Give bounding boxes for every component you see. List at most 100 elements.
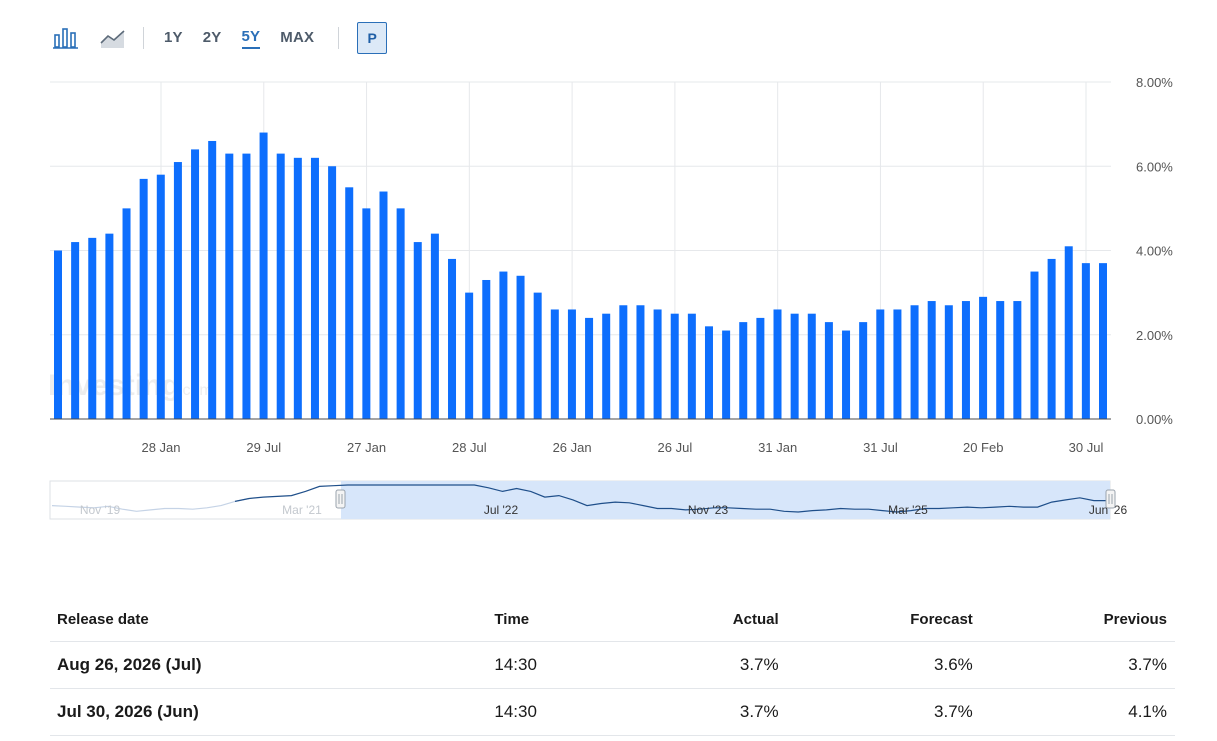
navigator-left-handle[interactable] bbox=[335, 489, 346, 509]
bar bbox=[293, 157, 302, 419]
y-tick-label: 6.00% bbox=[1136, 159, 1173, 174]
navigator-label: Nov '23 bbox=[688, 503, 729, 517]
header-previous[interactable]: Previous bbox=[972, 597, 1175, 642]
forecast-cell: 3.7% bbox=[778, 688, 973, 736]
bar bbox=[687, 313, 696, 419]
bar bbox=[944, 305, 953, 419]
bar bbox=[893, 309, 902, 419]
x-tick-label: 28 Jan bbox=[141, 440, 180, 455]
bar bbox=[276, 153, 285, 420]
bar bbox=[824, 322, 833, 419]
bar bbox=[996, 301, 1005, 419]
bar bbox=[328, 166, 337, 419]
actual-cell: 3.7% bbox=[674, 641, 779, 689]
table-row: Jul 30, 2026 (Jun) 14:30 3.7% 3.7% 4.1% bbox=[50, 688, 1175, 736]
x-tick-label: 27 Jan bbox=[347, 440, 386, 455]
y-tick-label: 0.00% bbox=[1136, 412, 1173, 427]
bar bbox=[499, 271, 508, 419]
forecast-cell: 3.6% bbox=[778, 641, 973, 689]
navigator-label: Jun '26 bbox=[1089, 503, 1128, 517]
header-forecast[interactable]: Forecast bbox=[778, 597, 973, 642]
bar bbox=[191, 149, 200, 419]
x-axis: 28 Jan 29 Jul 27 Jan 28 Jul 26 Jan 26 Jul 31 J… bbox=[141, 440, 1103, 455]
bar bbox=[139, 178, 148, 419]
x-tick-label: 31 Jan bbox=[758, 440, 797, 455]
range-navigator[interactable]: Nov '19 Mar '21 Jul '22 Nov '23 Mar '25 Jun '… bbox=[49, 480, 1128, 520]
bar bbox=[567, 309, 576, 419]
navigator-label: Nov '19 bbox=[80, 503, 121, 517]
bar bbox=[979, 296, 988, 419]
bar bbox=[1047, 258, 1056, 419]
release-date-cell: Aug 26, 2026 (Jul) bbox=[50, 641, 495, 689]
bar bbox=[310, 157, 319, 419]
range-1y-button[interactable]: 1Y bbox=[164, 28, 183, 46]
bar bbox=[1064, 246, 1073, 419]
bar bbox=[670, 313, 679, 419]
bar bbox=[225, 153, 234, 420]
bar bbox=[430, 233, 439, 419]
navigator-label: Jul '22 bbox=[484, 503, 519, 517]
release-date-cell: Jul 30, 2026 (Jun) bbox=[50, 688, 495, 736]
bar bbox=[876, 309, 885, 419]
navigator-selection[interactable] bbox=[341, 481, 1110, 519]
bar bbox=[585, 317, 594, 419]
bar bbox=[54, 250, 62, 419]
bar bbox=[122, 208, 131, 419]
bar bbox=[173, 162, 182, 419]
bar bbox=[1081, 263, 1090, 419]
x-tick-label: 20 Feb bbox=[963, 440, 1003, 455]
bar bbox=[773, 309, 782, 419]
bar bbox=[71, 242, 80, 419]
bar bbox=[602, 313, 611, 419]
time-cell: 14:30 bbox=[494, 688, 675, 736]
time-cell: 14:30 bbox=[494, 641, 675, 689]
range-2y-button[interactable]: 2Y bbox=[202, 28, 222, 46]
toolbar-divider bbox=[143, 27, 144, 49]
navigator-line-selected bbox=[234, 484, 1108, 513]
p-toggle-button[interactable]: P bbox=[357, 22, 388, 54]
y-axis: 8.00% 6.00% 4.00% 2.00% 0.00% bbox=[1136, 75, 1173, 427]
bar bbox=[448, 258, 457, 419]
chart-bars bbox=[54, 132, 1107, 420]
bar bbox=[345, 187, 354, 419]
header-actual[interactable]: Actual bbox=[674, 597, 779, 642]
bar bbox=[636, 305, 645, 419]
navigator-right-handle[interactable] bbox=[1105, 489, 1116, 509]
bar bbox=[1030, 271, 1039, 419]
bar bbox=[704, 326, 713, 419]
bar bbox=[105, 233, 114, 419]
x-tick-label: 30 Jul bbox=[1069, 440, 1104, 455]
previous-cell: 4.1% bbox=[972, 688, 1175, 736]
bar bbox=[859, 322, 868, 419]
header-time[interactable]: Time bbox=[494, 597, 675, 642]
bar bbox=[961, 301, 970, 419]
bar bbox=[739, 322, 748, 419]
x-tick-label: 28 Jul bbox=[452, 440, 487, 455]
bar bbox=[807, 313, 816, 419]
actual-cell: 3.7% bbox=[674, 688, 779, 736]
bar bbox=[1013, 301, 1022, 419]
bar bbox=[396, 208, 405, 419]
bar bbox=[379, 191, 388, 419]
line-chart-icon[interactable] bbox=[97, 22, 129, 54]
y-tick-label: 8.00% bbox=[1136, 75, 1173, 90]
bar bbox=[653, 309, 662, 419]
navigator-label: Mar '21 bbox=[282, 503, 322, 517]
header-release-date[interactable]: Release date bbox=[50, 597, 495, 642]
bar bbox=[242, 153, 251, 420]
range-5y-button[interactable]: 5Y bbox=[241, 28, 261, 49]
chart-toolbar: 1Y 2Y 5Y MAX P bbox=[50, 20, 388, 56]
x-tick-label: 31 Jul bbox=[863, 440, 898, 455]
bar bbox=[756, 317, 765, 419]
bar bbox=[1099, 263, 1107, 419]
releases-table: Release date Time Actual Forecast Previo… bbox=[50, 597, 1175, 736]
bar-chart: Investing .com 8.00%6.00%4.00%2.00%0.00%… bbox=[48, 75, 1173, 520]
bar bbox=[533, 292, 542, 419]
bar-chart-icon[interactable] bbox=[50, 22, 82, 54]
navigator-label: Mar '25 bbox=[888, 503, 928, 517]
table-row: Aug 26, 2026 (Jul) 14:30 3.7% 3.6% 3.7% bbox=[50, 641, 1175, 689]
x-tick-label: 29 Jul bbox=[246, 440, 281, 455]
bar bbox=[927, 301, 936, 419]
bar bbox=[208, 140, 217, 419]
range-max-button[interactable]: MAX bbox=[280, 28, 315, 46]
